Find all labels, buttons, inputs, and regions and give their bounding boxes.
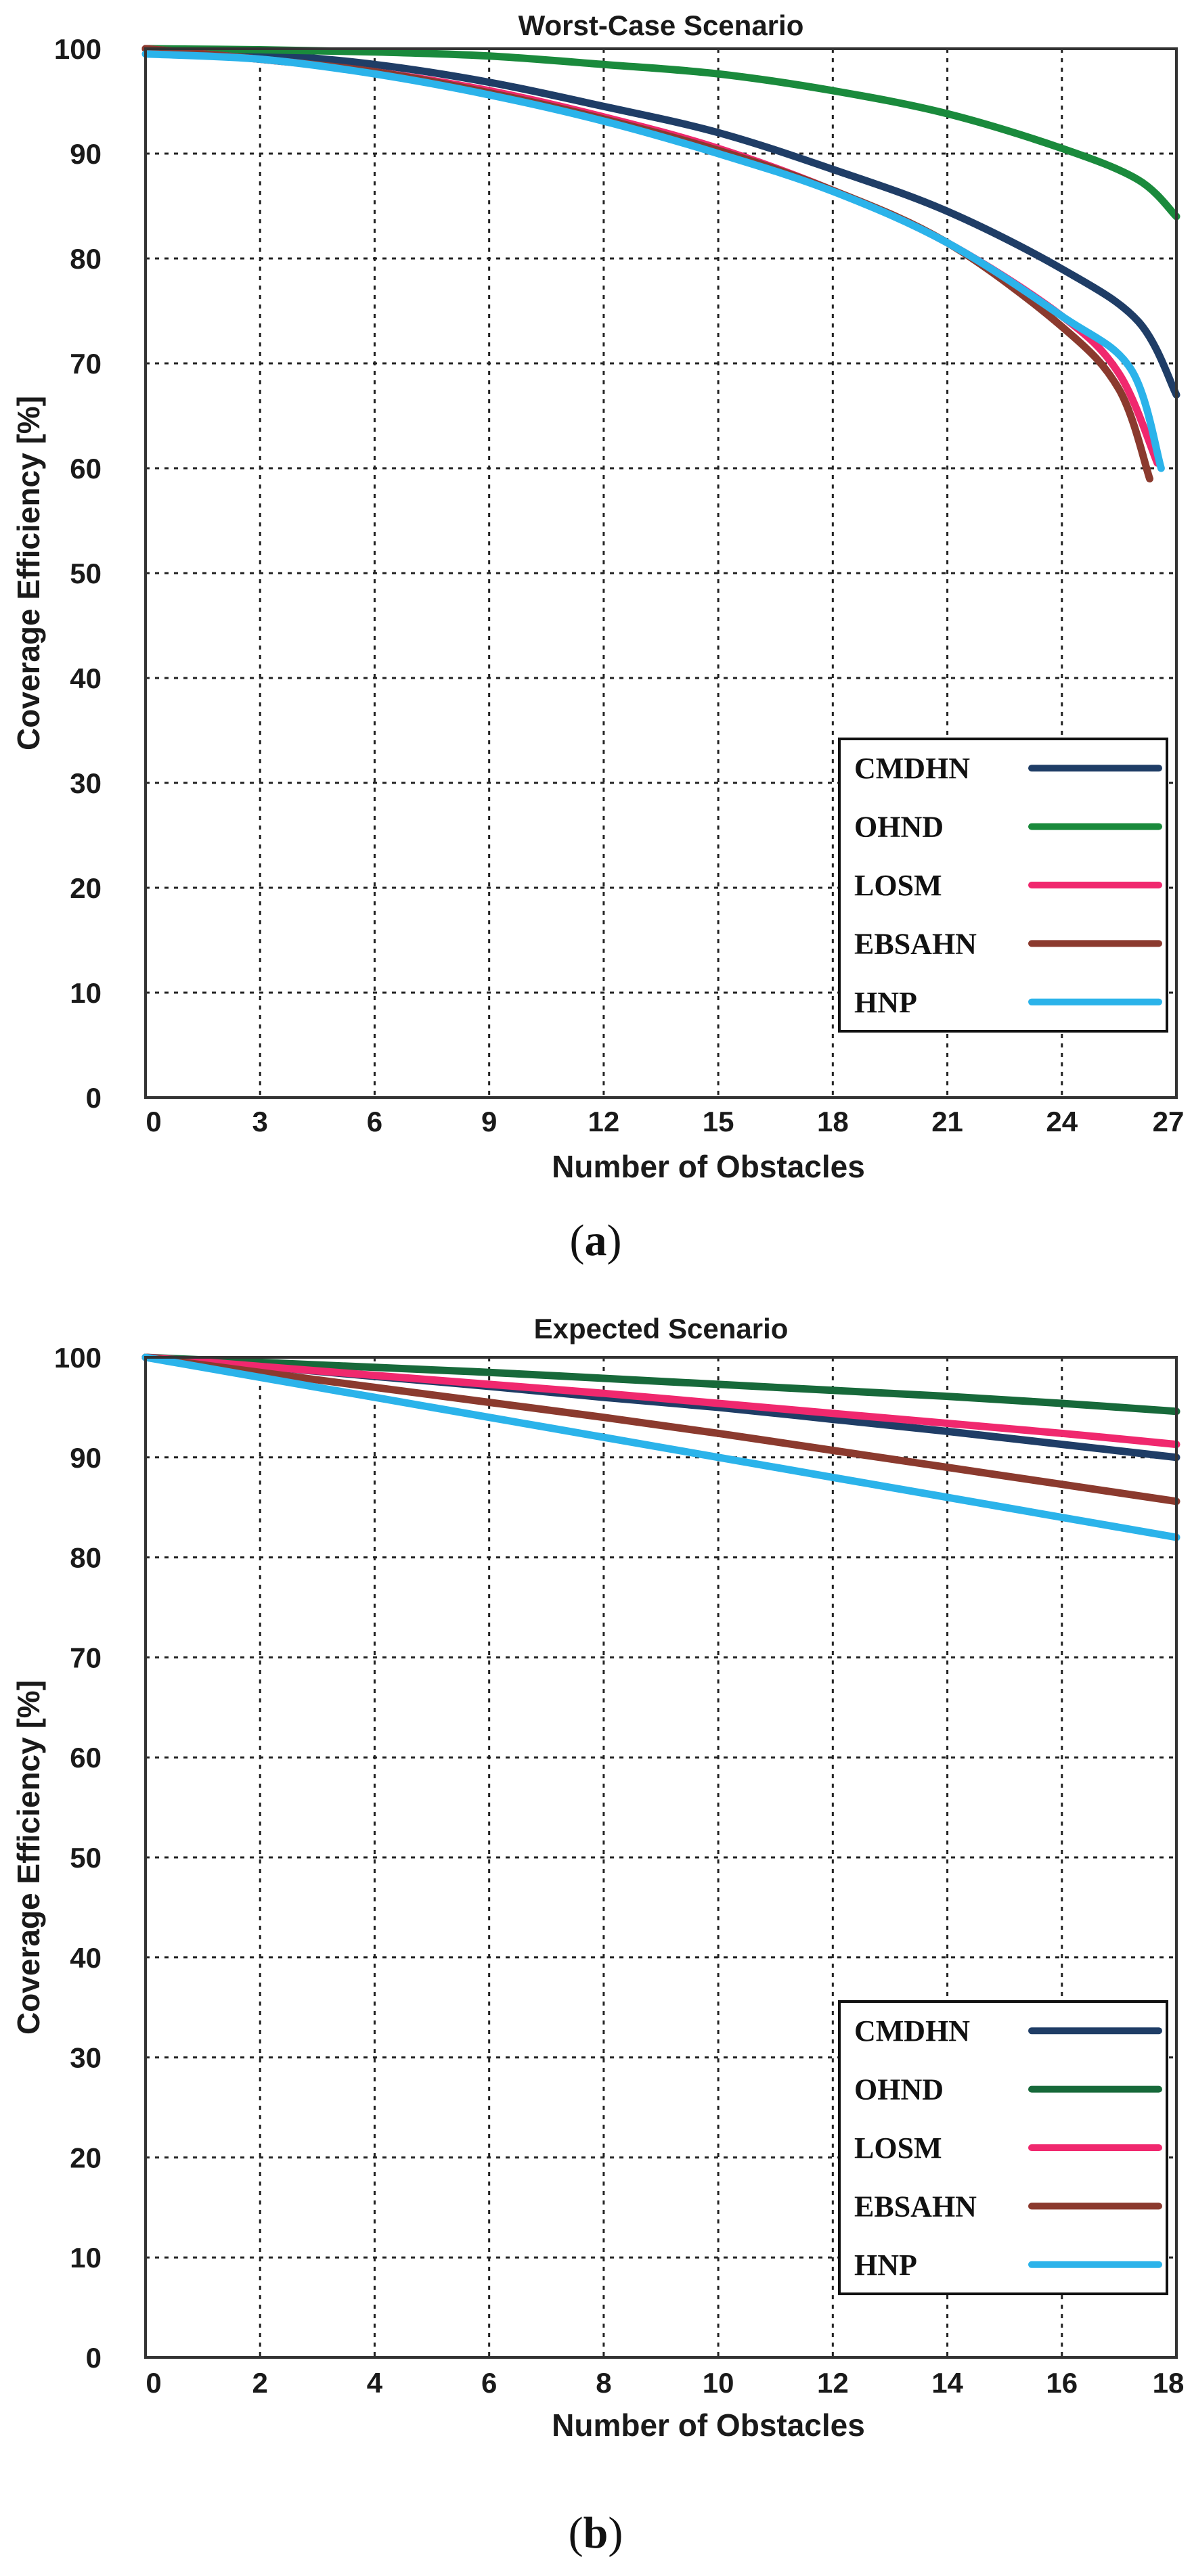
- chart-b-ytick-label: 20: [70, 2142, 102, 2173]
- chart-a-ytick-label: 70: [70, 348, 102, 380]
- chart-b-ytick-label: 80: [70, 1542, 102, 1574]
- chart-a-ytick-label: 100: [54, 33, 102, 65]
- chart-a-ylabel: Coverage Efficiency [%]: [11, 396, 46, 750]
- chart-a-caption: (a): [570, 1216, 622, 1265]
- chart-b-ytick-label: 10: [70, 2242, 102, 2274]
- chart-b-legend-label-cmdhn: CMDHN: [854, 2014, 970, 2048]
- chart-b-legend-label-ohnd: OHND: [854, 2073, 944, 2106]
- chart-b-ytick-label: 100: [54, 1342, 102, 1374]
- chart-a-series-cmdhn: [141, 45, 1180, 399]
- chart-a-xtick-label: 27: [1153, 1106, 1185, 1137]
- chart-a-title: Worst-Case Scenario: [518, 9, 804, 41]
- chart-b-caption: (b): [569, 2508, 623, 2558]
- chart-a-ytick-label: 90: [70, 138, 102, 170]
- chart-b-ylabel: Coverage Efficiency [%]: [11, 1680, 46, 2035]
- chart-b-xtick-label: 6: [481, 2367, 497, 2399]
- chart-a-xtick-label: 3: [252, 1106, 268, 1137]
- chart-b-legend-label-hnp: HNP: [854, 2249, 917, 2282]
- chart-a-legend-label-hnp: HNP: [854, 986, 917, 1019]
- chart-a-xtick-label: 15: [703, 1106, 734, 1137]
- chart-b-series-group: [141, 1353, 1180, 1541]
- chart-a-legend-label-cmdhn: CMDHN: [854, 752, 970, 785]
- chart-a-xtick-label: 9: [481, 1106, 497, 1137]
- chart-a-ytick-label: 20: [70, 872, 102, 904]
- chart-panel-b: Expected Scenario 0 10 20 30 40 50 60 70 80 90 100 0…: [0, 1286, 1192, 2573]
- chart-a-ytick-label: 40: [70, 662, 102, 694]
- chart-b-xtick-label: 4: [367, 2367, 383, 2399]
- chart-a-ytick-label: 60: [70, 453, 102, 484]
- chart-b-ytick-label: 40: [70, 1942, 102, 1974]
- chart-a-xtick-label: 12: [588, 1106, 620, 1137]
- chart-a-xtick-label: 24: [1046, 1106, 1078, 1137]
- chart-b-xtick-label: 16: [1046, 2367, 1078, 2399]
- chart-b-title: Expected Scenario: [534, 1313, 789, 1345]
- chart-b-ytick-label: 70: [70, 1642, 102, 1673]
- chart-b-xtick-label: 18: [1153, 2367, 1185, 2399]
- chart-a-ytick-label: 0: [86, 1082, 102, 1114]
- chart-b-ytick-label: 90: [70, 1442, 102, 1474]
- chart-b-series-ebsahn: [141, 1353, 1180, 1506]
- chart-a-svg: Worst-Case Scenario010203040506070809010…: [11, 9, 1185, 1265]
- chart-b-xtick-label: 12: [817, 2367, 849, 2399]
- chart-a-series-losm: [141, 45, 1162, 467]
- chart-a-legend-label-losm: LOSM: [854, 869, 942, 902]
- chart-a-xtick-label: 18: [817, 1106, 849, 1137]
- chart-a-ytick-label: 50: [70, 558, 102, 589]
- chart-b-ytick-label: 60: [70, 1742, 102, 1773]
- chart-a-ytick-label: 80: [70, 243, 102, 275]
- chart-b-ytick-label: 0: [86, 2342, 102, 2374]
- chart-a-legend-label-ebsahn: EBSAHN: [854, 927, 977, 960]
- chart-b-xtick-label: 10: [703, 2367, 734, 2399]
- chart-a-ytick-label: 10: [70, 977, 102, 1009]
- chart-a-xtick-label: 0: [146, 1106, 161, 1137]
- chart-a-ytick-label: 30: [70, 767, 102, 799]
- chart-a-series-hnp: [141, 50, 1165, 472]
- chart-a-xtick-label: 6: [367, 1106, 382, 1137]
- chart-b-series-ohnd: [141, 1353, 1180, 1416]
- chart-b-xtick-label: 14: [931, 2367, 963, 2399]
- chart-b-legend: CMDHN OHND LOSM EBSAHN HNP: [838, 2000, 1168, 2295]
- chart-b-xtick-label: 2: [252, 2367, 268, 2399]
- chart-b-plot-frame: [144, 1356, 1178, 2359]
- chart-b-series-hnp: [141, 1353, 1180, 1541]
- chart-b-xtick-label: 8: [596, 2367, 611, 2399]
- chart-a-xtick-label: 21: [931, 1106, 963, 1137]
- chart-a-plot-frame: [144, 47, 1178, 1099]
- chart-a-legend: CMDHN OHND LOSM EBSAHN HNP: [838, 738, 1168, 1033]
- chart-b-xlabel: Number of Obstacles: [552, 2408, 865, 2443]
- chart-a-xlabel: Number of Obstacles: [552, 1149, 865, 1184]
- chart-b-ytick-label: 30: [70, 2042, 102, 2074]
- chart-b-legend-label-losm: LOSM: [854, 2131, 942, 2165]
- chart-a-series-group: [141, 45, 1180, 482]
- chart-b-legend-label-ebsahn: EBSAHN: [854, 2190, 977, 2223]
- chart-b-xtick-label: 0: [146, 2367, 161, 2399]
- chart-b-svg: Expected Scenario 0 10 20 30 40 50 60 70 80 90 100 0…: [11, 1313, 1185, 2558]
- chart-a-series-ohnd: [141, 45, 1180, 221]
- chart-b-ytick-label: 50: [70, 1842, 102, 1874]
- chart-b-series-losm: [141, 1353, 1180, 1449]
- chart-a-legend-label-ohnd: OHND: [854, 811, 944, 844]
- chart-panel-a: Worst-Case Scenario 0 10 20 30 40 50 60 70 80 90 10…: [0, 0, 1192, 1286]
